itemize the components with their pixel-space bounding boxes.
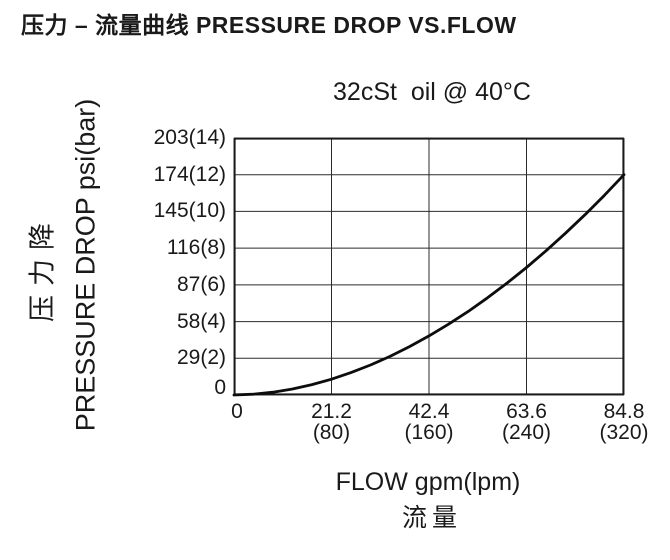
y-tick-label: 58(4) [176,309,226,333]
y-tick-label: 116(8) [166,236,226,260]
x-tick-value: 63.6 [506,400,547,423]
x-tick-value: 0 [231,400,243,423]
y-axis-title-zh: 压力降 [27,214,58,322]
x-tick-alt-value: (80) [312,421,351,444]
flow-curve [232,173,626,397]
plot-border [234,138,624,395]
x-tick-value: 42.4 [408,400,450,423]
x-tick-label: 42.4 (160) [404,401,453,443]
plot-svg [232,137,626,397]
plot-area [232,137,626,397]
x-tick-alt-value: (240) [501,421,552,444]
x-axis-title-zh: 流量 [401,504,463,532]
x-tick-alt-value: (320) [599,421,649,444]
y-tick-label: 0 [214,376,226,399]
y-tick-label: 174(12) [153,162,226,186]
chart-title: 32cSt oil @ 40°C [333,78,531,106]
x-axis-title: FLOW gpm(lpm) [335,468,521,496]
x-tick-label: 0 [231,401,243,422]
x-tick-value: 21.2 [311,400,352,423]
x-tick-value: 84.8 [603,400,645,423]
y-tick-label: 145(10) [153,199,226,223]
x-tick-label: 63.6 (240) [502,401,551,443]
y-tick-label: 203(14) [153,126,226,149]
x-tick-alt-value: (160) [404,421,454,444]
x-tick-label: 21.2 (80) [311,401,352,443]
x-tick-label: 84.8 (320) [599,401,648,443]
y-tick-label: 29(2) [176,346,226,370]
y-tick-label: 87(6) [176,272,226,296]
page-title: 压力 – 流量曲线 PRESSURE DROP VS.FLOW [21,12,517,38]
